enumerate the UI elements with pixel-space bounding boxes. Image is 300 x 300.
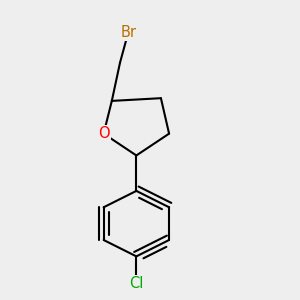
Text: Cl: Cl (129, 276, 144, 291)
Text: Br: Br (120, 25, 136, 40)
Text: O: O (98, 126, 109, 141)
